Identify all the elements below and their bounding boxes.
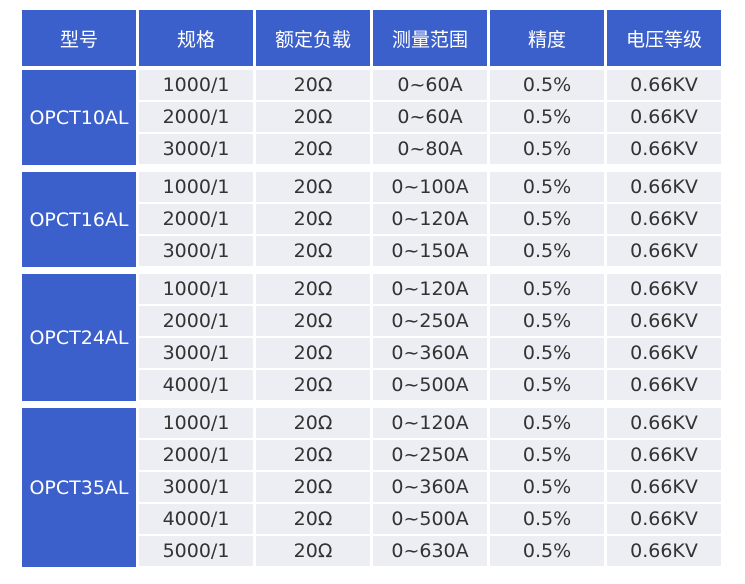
- table-cell: 0.66KV: [607, 338, 721, 368]
- header-cell: 型号: [22, 10, 136, 66]
- header-cell: 测量范围: [373, 10, 487, 66]
- table-cell: 0.66KV: [607, 370, 721, 400]
- model-cell: OPCT24AL: [22, 274, 136, 401]
- table-cell: 20Ω: [256, 306, 370, 336]
- table-cell: 0~500A: [373, 504, 487, 534]
- table-cell: 0~120A: [373, 408, 487, 438]
- table-cell: 0.5%: [490, 274, 604, 304]
- table-cell: 20Ω: [256, 504, 370, 534]
- table-cell: 0~150A: [373, 236, 487, 266]
- header-cell: 额定负载: [256, 10, 370, 66]
- table-cell: 0.66KV: [607, 306, 721, 336]
- table-cell: 2000/1: [139, 306, 253, 336]
- table-cell: 3000/1: [139, 338, 253, 368]
- table-cell: 2000/1: [139, 440, 253, 470]
- table-cell: 0~360A: [373, 338, 487, 368]
- table-cell: 3000/1: [139, 134, 253, 164]
- table-cell: 20Ω: [256, 338, 370, 368]
- table-cell: 4000/1: [139, 504, 253, 534]
- table-cell: 0~100A: [373, 172, 487, 202]
- table-cell: 20Ω: [256, 102, 370, 132]
- table-cell: 0.5%: [490, 472, 604, 502]
- table-cell: 20Ω: [256, 472, 370, 502]
- table-cell: 3000/1: [139, 236, 253, 266]
- table-cell: 20Ω: [256, 172, 370, 202]
- table-cell: 0.5%: [490, 134, 604, 164]
- table-cell: 0.5%: [490, 306, 604, 336]
- table-cell: 0.5%: [490, 370, 604, 400]
- table-cell: 0.66KV: [607, 172, 721, 202]
- table-cell: 1000/1: [139, 408, 253, 438]
- table-cell: 20Ω: [256, 274, 370, 304]
- table-cell: 0~120A: [373, 204, 487, 234]
- table-cell: 0.66KV: [607, 274, 721, 304]
- header-cell: 规格: [139, 10, 253, 66]
- table-cell: 0.5%: [490, 236, 604, 266]
- table-cell: 0.66KV: [607, 504, 721, 534]
- table-cell: 0.66KV: [607, 134, 721, 164]
- table-cell: 20Ω: [256, 204, 370, 234]
- table-cell: 0.5%: [490, 408, 604, 438]
- table-cell: 4000/1: [139, 370, 253, 400]
- table-cell: 0.66KV: [607, 536, 721, 566]
- header-cell: 电压等级: [607, 10, 721, 66]
- table-cell: 0~500A: [373, 370, 487, 400]
- table-cell: 0.5%: [490, 102, 604, 132]
- table-cell: 0.5%: [490, 338, 604, 368]
- table-cell: 2000/1: [139, 204, 253, 234]
- table-cell: 0.66KV: [607, 236, 721, 266]
- table-cell: 0.66KV: [607, 408, 721, 438]
- table-cell: 20Ω: [256, 70, 370, 100]
- table-cell: 0.5%: [490, 70, 604, 100]
- table-cell: 0~60A: [373, 102, 487, 132]
- table-cell: 0.66KV: [607, 102, 721, 132]
- table-cell: 1000/1: [139, 70, 253, 100]
- table-cell: 0~80A: [373, 134, 487, 164]
- table-cell: 0~250A: [373, 306, 487, 336]
- table-cell: 0~630A: [373, 536, 487, 566]
- table-cell: 20Ω: [256, 408, 370, 438]
- table-cell: 0.5%: [490, 504, 604, 534]
- table-cell: 0.5%: [490, 204, 604, 234]
- model-cell: OPCT10AL: [22, 70, 136, 165]
- table-cell: 1000/1: [139, 274, 253, 304]
- table-cell: 3000/1: [139, 472, 253, 502]
- table-cell: 1000/1: [139, 172, 253, 202]
- table-cell: 5000/1: [139, 536, 253, 566]
- table-cell: 20Ω: [256, 536, 370, 566]
- table-cell: 20Ω: [256, 236, 370, 266]
- table-cell: 20Ω: [256, 134, 370, 164]
- table-cell: 0.66KV: [607, 70, 721, 100]
- model-cell: OPCT35AL: [22, 408, 136, 567]
- table-cell: 0.66KV: [607, 472, 721, 502]
- table-cell: 0.5%: [490, 440, 604, 470]
- table-cell: 0.5%: [490, 536, 604, 566]
- table-cell: 0~250A: [373, 440, 487, 470]
- table-cell: 0.66KV: [607, 440, 721, 470]
- table-cell: 0~360A: [373, 472, 487, 502]
- table-cell: 0.5%: [490, 172, 604, 202]
- header-cell: 精度: [490, 10, 604, 66]
- model-cell: OPCT16AL: [22, 172, 136, 267]
- table-cell: 0~120A: [373, 274, 487, 304]
- table-cell: 20Ω: [256, 370, 370, 400]
- table-cell: 20Ω: [256, 440, 370, 470]
- table-cell: 0.66KV: [607, 204, 721, 234]
- table-cell: 2000/1: [139, 102, 253, 132]
- table-cell: 0~60A: [373, 70, 487, 100]
